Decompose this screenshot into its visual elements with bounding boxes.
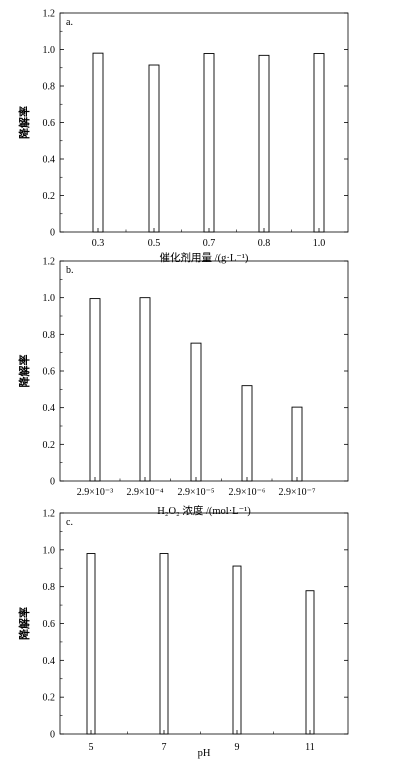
bar [291,406,303,482]
y-axis-label: 降解率 [17,106,31,139]
y-tick-label: 0.2 [43,440,56,451]
x-tick-label: 2.9×10⁻⁶ [229,487,266,498]
bar [148,64,160,233]
x-axis-label: 催化剂用量 /(g·L⁻¹) [160,251,249,264]
y-tick-label: 0 [50,730,55,741]
plot-frame [59,260,349,482]
y-axis-label: 降解率 [17,607,31,640]
x-tick-label: 5 [89,742,94,753]
x-tick-label: 7 [162,742,167,753]
x-tick-label: 0.5 [148,238,161,249]
bar [241,385,253,482]
y-tick-label: 1.2 [43,9,56,20]
y-tick-label: 1.2 [43,257,56,268]
x-tick-label: 11 [305,742,315,753]
y-tick-label: 0.2 [43,191,56,202]
y-tick-label: 0.8 [43,330,56,341]
bar [159,553,169,735]
x-tick-label: 1.0 [313,238,326,249]
bar [86,553,96,735]
bar [139,297,151,482]
bar [89,298,101,482]
plot-frame [59,512,349,735]
bar [232,565,242,735]
y-tick-label: 0.6 [43,367,56,378]
panel-label: a. [66,17,73,28]
y-tick-label: 0.4 [43,656,56,667]
x-tick-label: 0.7 [203,238,216,249]
y-tick-label: 0.6 [43,118,56,129]
x-axis-label: H₂O₂ 浓度 /(mol·L⁻¹) [157,504,251,517]
bar [305,590,315,735]
x-tick-label: 2.9×10⁻⁷ [279,487,316,498]
x-tick-label: 0.8 [258,238,271,249]
y-tick-label: 1.0 [43,45,56,56]
x-tick-label: 9 [235,742,240,753]
x-axis-label: pH [198,748,211,759]
chart-panel-3: 0 0.2 0.4 0.6 0.8 1.0 1.2 降解率 c. 5 7 9 11 pH [17,509,349,759]
y-tick-label: 0.4 [43,155,56,166]
y-tick-label: 0.8 [43,82,56,93]
x-tick-label: 2.9×10⁻⁴ [127,487,164,498]
bar [92,52,104,233]
panel-label: b. [66,265,74,276]
y-tick-label: 0 [50,228,55,239]
y-tick-label: 0.8 [43,582,56,593]
x-tick-label: 0.3 [92,238,105,249]
y-tick-label: 0.6 [43,619,56,630]
y-tick-label: 1.0 [43,293,56,304]
y-tick-label: 0.2 [43,693,56,704]
bar [313,53,325,233]
x-tick-label: 2.9×10⁻⁵ [178,487,215,498]
chart-panel-2: 0 0.2 0.4 0.6 0.8 1.0 1.2 降解率 b. 2.9×10⁻³ 2.9×10⁻⁴… [17,257,349,517]
y-tick-label: 0 [50,477,55,488]
x-tick-label: 2.9×10⁻³ [77,487,113,498]
y-tick-label: 1.2 [43,509,56,520]
y-axis-label: 降解率 [17,355,31,388]
y-tick-label: 1.0 [43,545,56,556]
panel-label: c. [66,517,73,528]
bar [190,342,202,482]
bar [258,54,270,233]
y-tick-label: 0.4 [43,403,56,414]
chart-panel-1: 0 0.2 0.4 0.6 0.8 1.0 1.2 降解率 a. 0.3 0.5 0.7 0.8 1.0 催… [17,9,349,264]
bar [203,53,215,233]
